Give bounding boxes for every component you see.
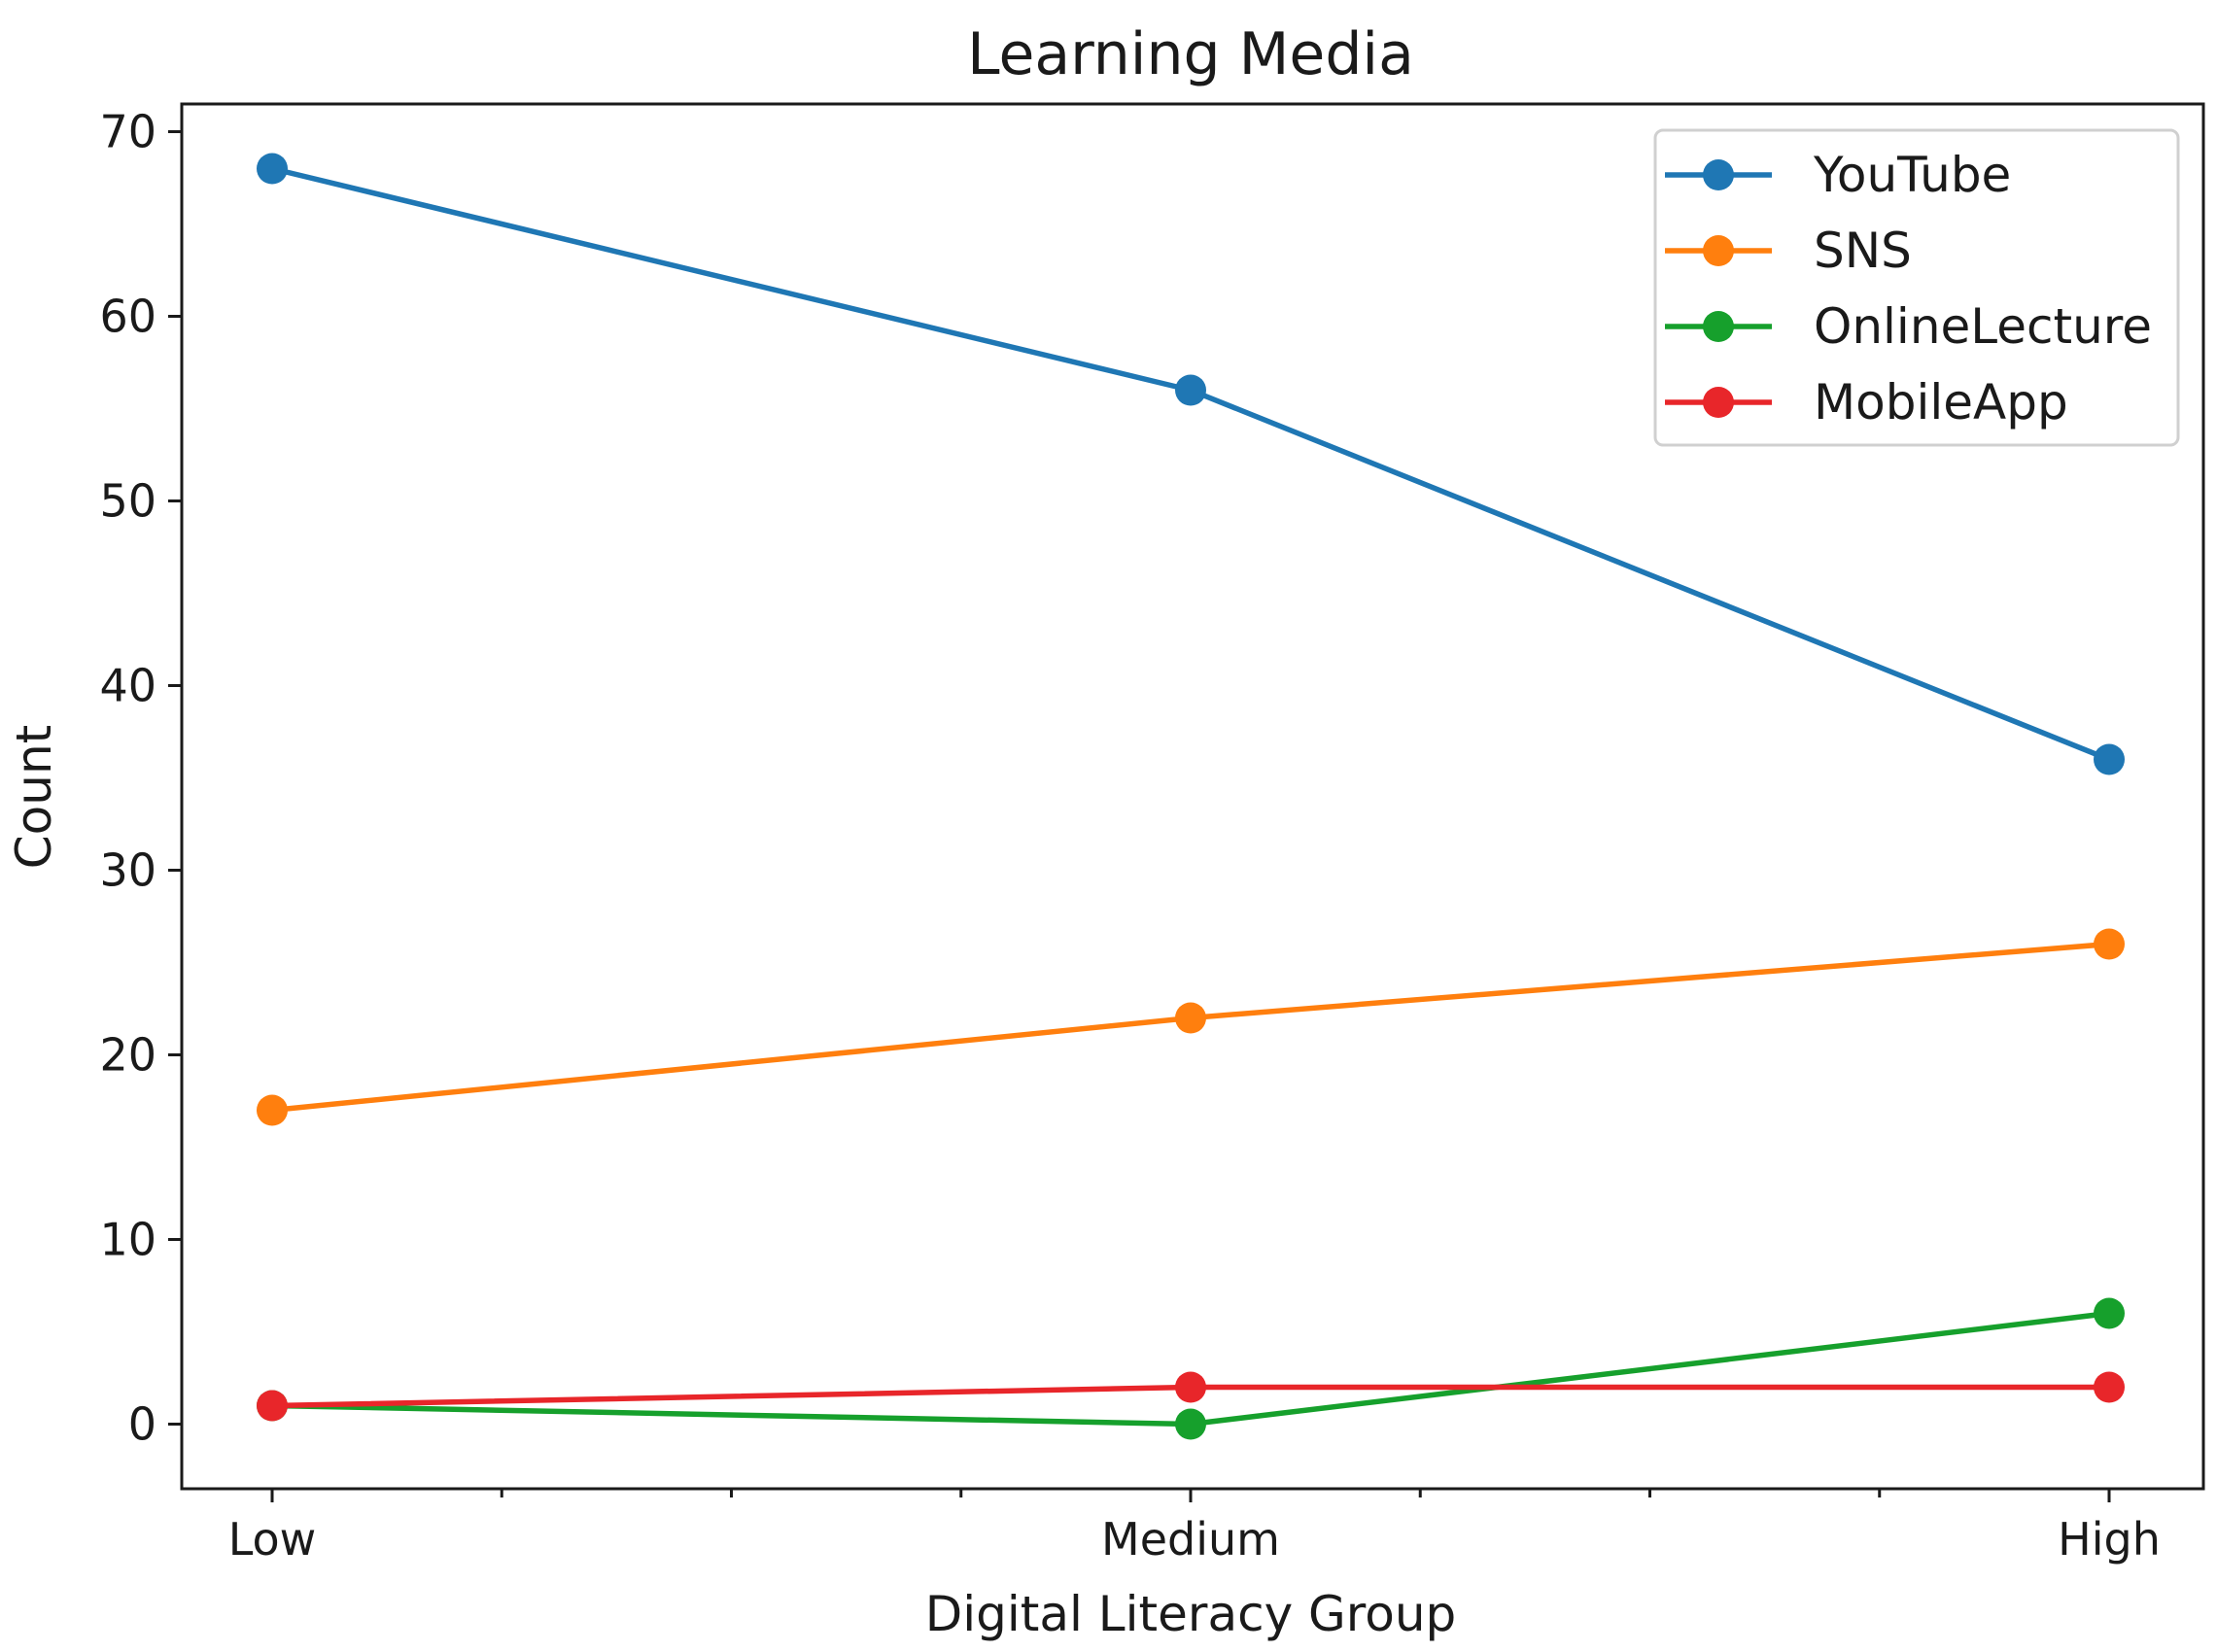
data-point [257, 153, 288, 185]
data-point [257, 1094, 288, 1126]
plot-frame [180, 102, 2205, 1491]
data-point [2094, 1297, 2125, 1329]
x-tick-label: Low [228, 1513, 317, 1566]
x-tick-label: High [2058, 1513, 2161, 1566]
y-tick-label: 50 [99, 475, 156, 528]
series-OnlineLecture [257, 1297, 2125, 1440]
data-point [1175, 1408, 1206, 1440]
legend-swatch-marker [1703, 159, 1734, 190]
series-line [271, 1310, 2110, 1428]
legend-swatch-marker [1703, 235, 1734, 266]
legend-frame [1653, 128, 2180, 447]
data-point [1175, 374, 1206, 406]
y-tick-label: 10 [99, 1214, 156, 1266]
y-tick-label: 0 [128, 1398, 156, 1451]
x-tick-label: Medium [1101, 1513, 1280, 1566]
legend-swatch-marker [1703, 387, 1734, 418]
x-axis: Low Medium High [228, 1489, 2161, 1566]
y-axis: 0 10 20 30 40 50 60 70 [99, 106, 182, 1451]
x-axis-label: Digital Literacy Group [925, 1586, 1457, 1642]
axes [180, 102, 2205, 1491]
legend-swatch-marker [1703, 311, 1734, 342]
series-YouTube [257, 153, 2125, 775]
legend-item: MobileApp [1665, 374, 2068, 430]
data-point [1175, 1002, 1206, 1034]
data-point [2094, 743, 2125, 775]
y-tick-label: 20 [99, 1029, 156, 1082]
data-point [1175, 1371, 1206, 1403]
series-MobileApp [257, 1371, 2125, 1422]
y-tick-label: 30 [99, 844, 156, 897]
legend: YouTube SNS OnlineLecture MobileApp [1653, 128, 2180, 447]
data-point [2094, 1371, 2125, 1403]
legend-item: YouTube [1665, 147, 2011, 203]
data-point [257, 1390, 288, 1422]
y-axis-label: Count [6, 725, 62, 870]
data-point [2094, 928, 2125, 960]
legend-label: YouTube [1813, 147, 2011, 203]
legend-item: SNS [1665, 223, 1912, 279]
legend-item: OnlineLecture [1665, 298, 2152, 355]
legend-label: SNS [1814, 223, 1912, 279]
series-SNS [257, 928, 2125, 1126]
y-tick-label: 60 [99, 291, 156, 343]
legend-label: OnlineLecture [1814, 298, 2152, 355]
y-tick-label: 40 [99, 660, 156, 712]
series-layer [257, 153, 2125, 1440]
y-tick-label: 70 [99, 106, 156, 158]
legend-label: MobileApp [1814, 374, 2068, 430]
chart-title: Learning Media [967, 20, 1414, 88]
